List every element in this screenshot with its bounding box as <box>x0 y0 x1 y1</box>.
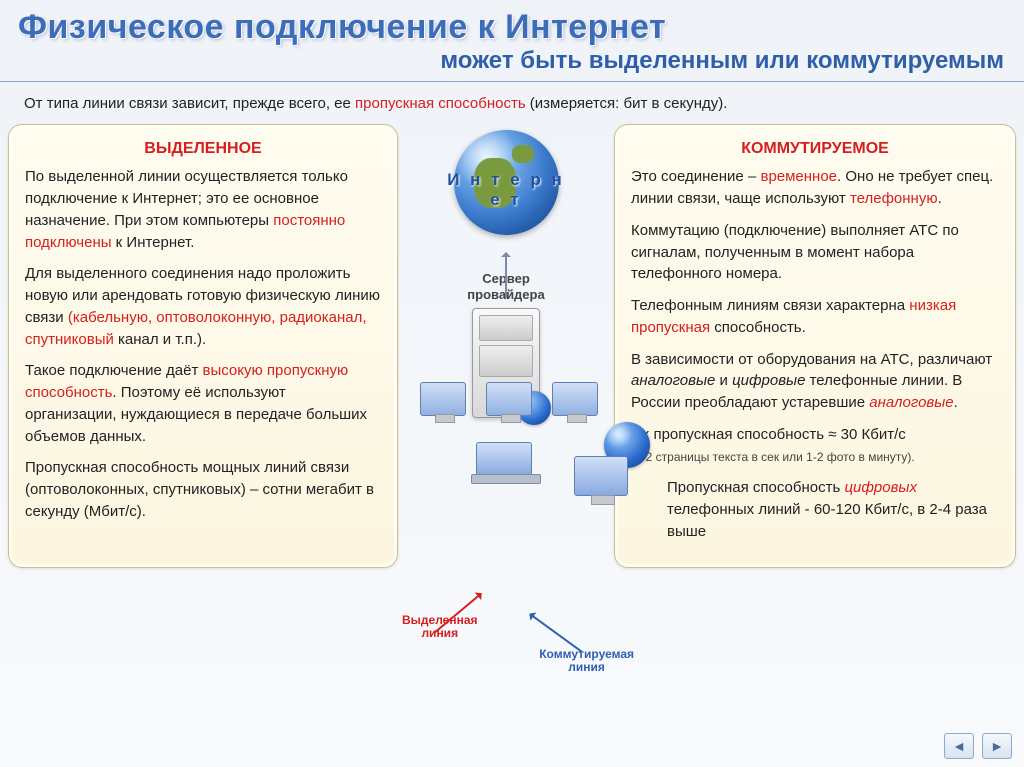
laptop-icon <box>476 442 532 476</box>
txt: канал и т.п.). <box>114 331 206 348</box>
dedicated-heading: ВЫДЕЛЕННОЕ <box>25 137 381 160</box>
dialup-panel: КОММУТИРУЕМОЕ Это соединение – временное… <box>614 124 1016 567</box>
intro-post: (измеряется: бит в секунду). <box>526 95 728 112</box>
monitor-icon <box>552 382 598 416</box>
txt: линия <box>421 626 458 640</box>
dedicated-p4: Пропускная способность мощных линий связ… <box>25 457 381 522</box>
hl: телефонную <box>850 190 938 207</box>
prev-button[interactable]: ◄ <box>944 733 974 759</box>
nav-buttons: ◄ ► <box>944 733 1012 759</box>
txt: и <box>715 372 732 389</box>
intro-highlight: пропускная способность <box>355 95 526 112</box>
txt: к Интернет. <box>112 234 195 251</box>
txt: . <box>938 190 942 207</box>
arrow-server-to-internet <box>505 254 507 298</box>
dialup-p6: Пропускная способность цифровых телефонн… <box>631 477 999 542</box>
txt: телефонных линий - 60-120 Кбит/с, в 2-4 … <box>667 501 987 540</box>
monitor-icon <box>486 382 532 416</box>
internet-globe-icon: И н т е р н е т <box>454 130 559 235</box>
intro-text: От типа линии связи зависит, прежде всег… <box>0 90 1024 124</box>
dialup-p1: Это соединение – временное. Оно не требу… <box>631 166 999 210</box>
note: (1-2 страницы текста в сек или 1-2 фото … <box>631 450 915 464</box>
txt: Такое подключение даёт <box>25 362 203 379</box>
divider <box>0 81 1024 82</box>
intro-pre: От типа линии связи зависит, прежде всег… <box>24 95 355 112</box>
diagram-column: И н т е р н е т Сервер провайдера Выделе… <box>406 124 606 567</box>
dialup-p3: Телефонным линиям связи характерна низка… <box>631 295 999 339</box>
hl: временное <box>760 168 837 185</box>
page-subtitle: может быть выделенным или коммутируемым <box>0 47 1024 79</box>
txt: Пропускная способность <box>667 479 844 496</box>
dedicated-p3: Такое подключение даёт высокую пропускну… <box>25 360 381 447</box>
dialup-p4: В зависимости от оборудования на АТС, ра… <box>631 349 999 414</box>
em: цифровые <box>732 372 805 389</box>
page-title: Физическое подключение к Интернет <box>0 0 1024 47</box>
content-layout: ВЫДЕЛЕННОЕ По выделенной линии осуществл… <box>0 124 1024 567</box>
internet-label: И н т е р н е т <box>444 170 569 210</box>
txt: Выделенная <box>402 613 478 627</box>
dialup-p2: Коммутацию (подключение) выполняет АТС п… <box>631 220 999 285</box>
em: аналоговые <box>631 372 715 389</box>
txt: Это соединение – <box>631 168 760 185</box>
dedicated-p1: По выделенной линии осуществляется тольк… <box>25 166 381 253</box>
txt: линия <box>568 660 605 674</box>
hl: цифровых <box>844 479 917 496</box>
dialup-heading: КОММУТИРУЕМОЕ <box>631 137 999 160</box>
txt: Коммутируемая <box>539 647 634 661</box>
dialup-line-label: Коммутируемая линия <box>539 648 634 674</box>
txt: В зависимости от оборудования на АТС, ра… <box>631 351 992 368</box>
txt: способность. <box>710 319 806 336</box>
dedicated-p2: Для выделенного соединения надо проложит… <box>25 263 381 350</box>
txt: Их пропускная способность ≈ 30 Кбит/с <box>631 426 906 443</box>
hl: аналоговые <box>869 394 953 411</box>
dialup-p5: Их пропускная способность ≈ 30 Кбит/с (1… <box>631 424 999 468</box>
monitor-icon <box>574 456 628 496</box>
txt: Телефонным линиям связи характерна <box>631 297 909 314</box>
monitor-icon <box>420 382 466 416</box>
dedicated-line-label: Выделенная линия <box>402 614 478 640</box>
txt: . <box>954 394 958 411</box>
dedicated-panel: ВЫДЕЛЕННОЕ По выделенной линии осуществл… <box>8 124 398 567</box>
next-button[interactable]: ► <box>982 733 1012 759</box>
